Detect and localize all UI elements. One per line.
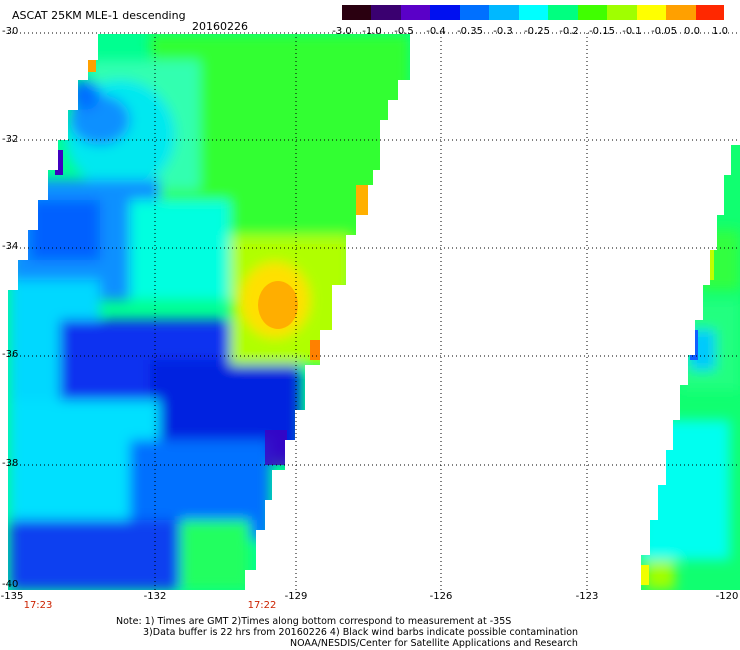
colorbar-tick-6: -0.25 <box>524 26 550 37</box>
lon-label-135: -135 <box>0 591 24 602</box>
colorbar-tick-0: -3.0 <box>332 26 352 37</box>
colorbar-swatch-6 <box>519 5 548 20</box>
colorbar-swatch-12 <box>696 5 724 20</box>
lat-label-36: -36 <box>2 349 19 360</box>
colorbar-tick-12: 1.0 <box>712 26 728 37</box>
colorbar-swatch-5 <box>489 5 519 20</box>
colorbar-swatch-3 <box>430 5 460 20</box>
swath-east <box>641 145 740 590</box>
colorbar-swatch-11 <box>666 5 696 20</box>
colorbar-tick-10: -0.05 <box>651 26 677 37</box>
note-line-2: 3)Data buffer is 22 hrs from 20160226 4)… <box>143 627 579 638</box>
lat-label-34: -34 <box>2 241 19 252</box>
lon-label-123: -123 <box>575 591 599 602</box>
colorbar-swatch-7 <box>548 5 578 20</box>
figure-date: 20160226 <box>192 20 248 33</box>
lon-label-129: -129 <box>284 591 308 602</box>
colorbar-tick-1: -1.0 <box>362 26 382 37</box>
colorbar-tick-8: -0.15 <box>589 26 615 37</box>
lat-label-40: -40 <box>2 579 19 590</box>
swath-west <box>8 34 410 590</box>
lat-label-38: -38 <box>2 458 19 469</box>
time-label-east: 17:22 <box>247 600 277 611</box>
colorbar-tick-3: -0.4 <box>426 26 446 37</box>
colorbar-tick-2: -0.5 <box>394 26 414 37</box>
note-line-3: NOAA/NESDIS/Center for Satellite Applica… <box>290 638 578 649</box>
lat-label-32: -32 <box>2 134 19 145</box>
colorbar <box>342 5 724 20</box>
colorbar-swatch-2 <box>401 5 430 20</box>
time-label-west: 17:23 <box>23 600 53 611</box>
lon-label-132: -132 <box>143 591 167 602</box>
colorbar-swatch-9 <box>607 5 637 20</box>
figure-title: ASCAT 25KM MLE-1 descending <box>12 9 186 22</box>
colorbar-tick-5: -0.3 <box>493 26 513 37</box>
graticule <box>8 32 740 590</box>
colorbar-swatch-0 <box>342 5 371 20</box>
colorbar-swatch-10 <box>637 5 666 20</box>
colorbar-tick-4: -0.35 <box>457 26 483 37</box>
colorbar-tick-9: -0.1 <box>622 26 642 37</box>
colorbar-swatch-4 <box>460 5 489 20</box>
colorbar-tick-7: -0.2 <box>559 26 579 37</box>
lon-label-120: -120 <box>715 591 739 602</box>
lon-label-126: -126 <box>429 591 453 602</box>
colorbar-swatch-1 <box>371 5 401 20</box>
lat-label-30: -30 <box>2 26 19 37</box>
colorbar-tick-11: 0.0 <box>684 26 700 37</box>
colorbar-swatch-8 <box>578 5 607 20</box>
note-line-1: Note: 1) Times are GMT 2)Times along bot… <box>116 616 512 627</box>
